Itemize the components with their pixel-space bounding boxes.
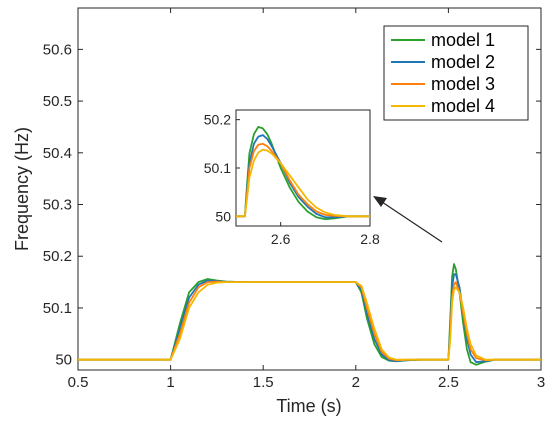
x-tick-label: 2 (352, 374, 360, 391)
inset-y-tick-label: 50.2 (204, 112, 231, 128)
y-tick-label: 50.2 (43, 248, 72, 265)
x-tick-label: 3 (537, 374, 545, 391)
y-axis-label: Frequency (Hz) (12, 127, 32, 251)
x-tick-label: 2.5 (438, 374, 459, 391)
zoom-arrow-line (381, 201, 443, 243)
series-line-model-4 (78, 281, 541, 361)
y-tick-label: 50.5 (43, 93, 72, 110)
series-line-model-2 (78, 273, 541, 364)
inset-y-tick-label: 50 (215, 208, 231, 224)
y-tick-label: 50 (55, 352, 72, 369)
legend-box (383, 25, 529, 121)
inset-axes: 2.6 2.8 50 50.1 50.2 (204, 112, 380, 247)
x-tick-label: 1 (166, 374, 174, 391)
inset-x-tick-label: 2.8 (360, 231, 380, 247)
y-tick-label: 50.1 (43, 300, 72, 317)
inset-series-line-model-4 (236, 148, 370, 218)
legend-label-model-2: model 2 (431, 52, 495, 72)
legend-label-model-4: model 4 (431, 96, 495, 116)
inset-series-line-model-1 (236, 126, 370, 221)
x-axis-label: Time (s) (276, 396, 341, 416)
legend-label-model-3: model 3 (431, 74, 495, 94)
inset-plot-area (235, 109, 371, 227)
inset-x-tick-label: 2.6 (271, 231, 291, 247)
zoom-arrow-head (373, 196, 387, 207)
x-tick-label: 0.5 (68, 374, 89, 391)
inset-chart: 2.6 2.8 50 50.1 50.2 (204, 109, 380, 247)
inset-y-tick-label: 50.1 (204, 160, 231, 176)
main-series-group (78, 263, 541, 366)
legend-label-model-1: model 1 (431, 30, 495, 50)
y-tick-label: 50.6 (43, 41, 72, 58)
y-tick-label: 50.4 (43, 145, 72, 162)
inset-series-group (236, 126, 370, 221)
zoom-arrow (373, 196, 443, 243)
y-tick-label: 50.3 (43, 197, 72, 214)
x-tick-label: 1.5 (253, 374, 274, 391)
